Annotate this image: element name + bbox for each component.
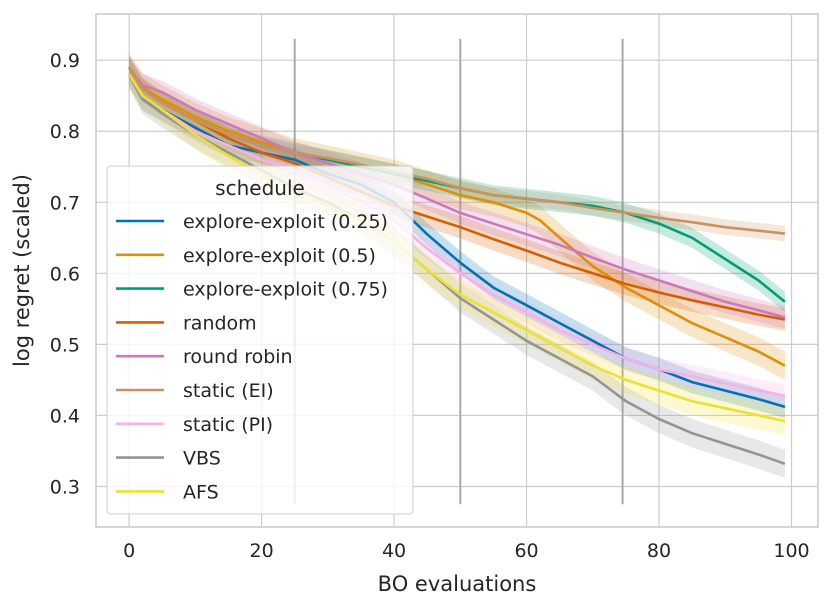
line-explore-exploit-0-5	[128, 66, 786, 367]
y-tick-label: 0.9	[50, 50, 80, 72]
legend: schedule explore-exploit (0.25)explore-e…	[106, 165, 414, 515]
x-tick-label: 0	[123, 540, 135, 562]
line-explore-exploit-0-25	[127, 73, 786, 409]
band-static-ei	[129, 59, 785, 242]
y-tick-label: 0.8	[50, 121, 80, 143]
legend-label: random	[183, 312, 257, 334]
y-tick-label: 0.7	[50, 192, 80, 214]
series-lines	[127, 66, 786, 466]
line-static-pi	[127, 73, 786, 397]
plot-frame	[95, 13, 819, 528]
y-axis-label: log regret (scaled)	[10, 174, 34, 367]
line-random	[127, 66, 786, 321]
line-round-robin	[128, 66, 786, 319]
legend-box	[106, 165, 414, 515]
legend-label: VBS	[183, 448, 221, 470]
legend-label: explore-exploit (0.75)	[183, 279, 388, 301]
x-axis-ticks: 0 20 40 60 80 100	[123, 540, 810, 562]
legend-title: schedule	[215, 176, 305, 200]
y-tick-label: 0.4	[50, 405, 80, 427]
legend-label: explore-exploit (0.25)	[183, 211, 388, 233]
band-vbs	[129, 60, 785, 478]
band-afs	[129, 60, 785, 436]
y-tick-label: 0.6	[50, 263, 80, 285]
band-random	[129, 55, 785, 331]
legend-label: round robin	[183, 346, 293, 368]
band-round-robin	[129, 55, 785, 329]
legend-label: AFS	[183, 481, 219, 503]
y-tick-label: 0.5	[50, 334, 80, 356]
line-vbs	[127, 73, 786, 466]
x-tick-label: 100	[773, 540, 809, 562]
legend-items: explore-exploit (0.25) explore-exploit (0…	[116, 211, 388, 503]
y-tick-label: 0.3	[50, 477, 80, 499]
legend-label: explore-exploit (0.5)	[183, 245, 376, 267]
x-tick-label: 80	[647, 540, 671, 562]
line-static-ei	[127, 66, 786, 235]
band-static-pi	[129, 63, 785, 407]
line-afs	[127, 73, 786, 423]
legend-label: static (PI)	[183, 414, 273, 436]
legend-label: static (EI)	[183, 380, 274, 402]
x-tick-label: 60	[514, 540, 538, 562]
x-tick-label: 20	[250, 540, 274, 562]
x-axis-label: BO evaluations	[378, 572, 537, 596]
y-axis-ticks: 0.3 0.4 0.5 0.6 0.7 0.8 0.9	[50, 50, 80, 498]
band-explore-exploit-0-5	[129, 53, 785, 380]
band-explore-exploit-0-75	[129, 57, 785, 312]
x-tick-label: 40	[382, 540, 406, 562]
